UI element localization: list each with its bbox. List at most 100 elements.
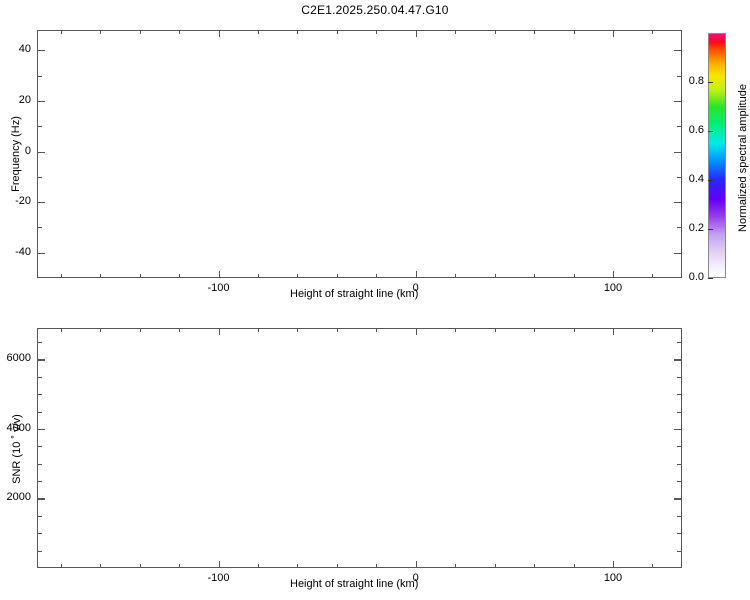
snr-xtick bbox=[415, 561, 417, 568]
colorbar-canvas bbox=[709, 34, 725, 277]
snr-ytick-minor-right bbox=[677, 533, 682, 535]
spectrogram-xtick-minor-top bbox=[257, 30, 259, 34]
spectrogram-ytick-label: -40 bbox=[15, 245, 31, 258]
spectrogram-xtick-minor bbox=[455, 274, 457, 278]
spectrogram-ytick-label: 40 bbox=[18, 43, 31, 56]
spectrogram-xtick-minor bbox=[494, 274, 496, 278]
snr-ytick-minor-right bbox=[677, 463, 682, 465]
snr-ytick-minor-right bbox=[677, 411, 682, 413]
snr-xtick-minor bbox=[60, 564, 62, 568]
colorbar-tick bbox=[708, 82, 713, 83]
snr-ytick-minor bbox=[37, 481, 42, 482]
snr-ytick-minor bbox=[37, 394, 42, 396]
snr-ytick-minor bbox=[37, 446, 42, 448]
spectrogram-xtick-minor-top bbox=[455, 30, 457, 34]
colorbar-tick bbox=[708, 229, 713, 230]
snr-xtick-minor-top bbox=[376, 328, 378, 332]
snr-ytick bbox=[37, 428, 45, 431]
spectrogram-xtick-minor bbox=[336, 274, 338, 278]
snr-xtick-minor-top bbox=[60, 328, 62, 332]
spectrogram-xtick-minor bbox=[179, 274, 180, 278]
snr-xtick-minor-top bbox=[455, 328, 457, 332]
spectrogram-ytick bbox=[37, 50, 45, 52]
spectrogram-xtick-minor bbox=[139, 274, 141, 278]
snr-xtick-minor-top bbox=[336, 328, 338, 332]
spectrogram-xaxis-label: Height of straight line (km) bbox=[290, 288, 419, 300]
snr-xtick-minor bbox=[494, 564, 496, 568]
spectrogram-ytick bbox=[37, 100, 45, 103]
snr-ytick-right bbox=[674, 359, 682, 361]
spectrogram-xtick bbox=[613, 271, 615, 278]
snr-ytick bbox=[37, 498, 45, 500]
snr-yaxis-label-text: SNR (10 ˚ v/v) bbox=[11, 414, 23, 484]
spectrogram-xtick-minor bbox=[257, 274, 259, 278]
spectrogram-xtick-minor-top bbox=[652, 30, 654, 34]
spectrogram-ytick-label: 20 bbox=[18, 93, 31, 106]
spectrogram-xtick-minor-top bbox=[336, 30, 338, 34]
colorbar-tick-label: 0.6 bbox=[688, 124, 704, 136]
spectrogram-xtick-minor-top bbox=[100, 30, 102, 34]
spectrogram-xtick-minor bbox=[297, 274, 299, 278]
spectrogram-ytick-minor-right bbox=[677, 176, 682, 178]
spectrogram-xtick bbox=[415, 271, 417, 278]
snr-xtick-minor bbox=[455, 564, 457, 568]
spectrogram-ytick bbox=[37, 252, 45, 254]
snr-xtick-label: -100 bbox=[207, 572, 230, 584]
snr-xtick-label: 100 bbox=[603, 572, 623, 584]
spectrogram-xtick-top bbox=[613, 30, 615, 37]
spectrogram-xtick-minor-top bbox=[297, 30, 299, 34]
snr-xtick-minor bbox=[376, 564, 378, 568]
spectrogram-yaxis-label: Frequency (Hz) bbox=[10, 116, 22, 192]
colorbar bbox=[708, 33, 726, 278]
snr-xtick-minor-top bbox=[297, 328, 299, 332]
snr-axes-frame bbox=[37, 328, 682, 568]
snr-xtick bbox=[218, 561, 220, 568]
spectrogram-ytick-minor-right bbox=[677, 75, 682, 77]
snr-xtick-minor bbox=[179, 564, 180, 568]
snr-ytick-minor bbox=[37, 515, 42, 517]
snr-ytick-right bbox=[674, 428, 682, 431]
snr-ytick-minor bbox=[37, 533, 42, 535]
spectrogram-ytick-minor bbox=[37, 227, 42, 229]
snr-xtick bbox=[613, 561, 615, 568]
snr-xtick-minor bbox=[139, 564, 141, 568]
snr-xtick-minor-top bbox=[534, 328, 536, 332]
spectrogram-xtick-minor bbox=[573, 274, 575, 278]
snr-xtick-minor-top bbox=[179, 328, 180, 332]
spectrogram-ytick-minor bbox=[37, 176, 42, 178]
spectrogram-xtick-minor-top bbox=[179, 30, 180, 34]
spectrogram-xtick-minor-top bbox=[376, 30, 378, 34]
snr-xtick-top bbox=[218, 328, 220, 335]
spectrogram-ytick bbox=[37, 202, 45, 204]
spectrogram-ytick-minor bbox=[37, 75, 42, 77]
snr-xtick-minor bbox=[297, 564, 299, 568]
snr-ytick-minor bbox=[37, 341, 42, 343]
snr-xtick-minor bbox=[573, 564, 575, 568]
spectrogram-xtick-minor bbox=[60, 274, 62, 278]
snr-xtick-minor-top bbox=[257, 328, 259, 332]
colorbar-tick bbox=[708, 131, 713, 132]
snr-xtick-minor bbox=[652, 564, 654, 568]
snr-ytick-minor-right bbox=[677, 446, 682, 448]
spectrogram-xtick-minor bbox=[100, 274, 102, 278]
snr-ytick-label: 4000 bbox=[6, 421, 31, 434]
snr-ytick-minor-right bbox=[677, 481, 682, 482]
spectrogram-xtick-minor bbox=[376, 274, 378, 278]
snr-xtick-minor-top bbox=[652, 328, 654, 332]
colorbar-label: Normalized spectral amplitude bbox=[737, 84, 749, 232]
snr-ytick-minor-right bbox=[677, 341, 682, 343]
figure-title: C2E1.2025.250.04.47.G10 bbox=[301, 3, 449, 17]
spectrogram-xtick-minor-top bbox=[534, 30, 536, 34]
spectrogram-xtick-minor-top bbox=[573, 30, 575, 34]
spectrogram-ytick-minor-right bbox=[677, 227, 682, 229]
spectrogram-ytick-label: 0 bbox=[24, 144, 31, 157]
colorbar-tick-label: 0.8 bbox=[688, 75, 704, 87]
colorbar-tick bbox=[708, 180, 713, 181]
colorbar-tick bbox=[708, 278, 713, 279]
colorbar-tick-label: 0.0 bbox=[688, 271, 704, 283]
spectrogram-xtick-minor-top bbox=[139, 30, 141, 34]
snr-xtick-minor bbox=[100, 564, 102, 568]
snr-xtick-top bbox=[613, 328, 615, 335]
snr-ytick bbox=[37, 359, 45, 361]
